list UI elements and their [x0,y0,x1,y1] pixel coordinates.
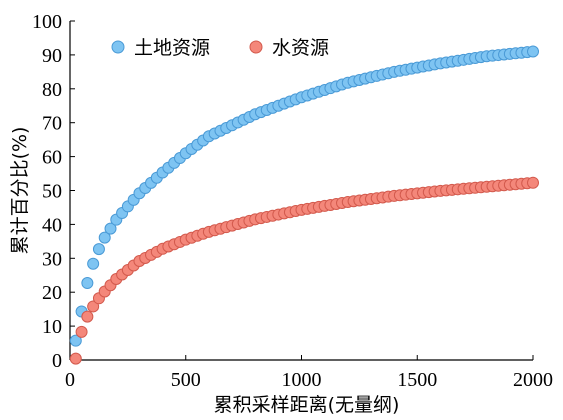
y-tick-label: 30 [42,248,62,270]
series-1 [69,176,539,365]
x-axis-label: 累积采样距离(无量纲) [214,394,400,416]
y-tick-label: 20 [42,282,62,304]
y-tick-label: 10 [42,316,62,338]
series-0 [69,45,539,347]
data-point [81,310,94,323]
y-tick-label: 0 [52,350,62,372]
data-point [81,277,94,290]
y-tick-label: 70 [42,113,62,135]
data-point [527,176,539,189]
y-tick-label: 50 [42,181,62,203]
y-axis-label: 累计百分比(%) [9,127,31,255]
x-tick-label: 0 [65,369,75,391]
data-point [87,257,100,270]
x-tick-label: 1000 [282,369,322,391]
legend: 土地资源 水资源 [111,37,329,59]
data-point [69,352,82,365]
legend-marker [111,40,125,54]
data-point [69,334,82,347]
marks [69,45,539,365]
legend-marker [249,40,263,54]
y-tick-label: 60 [42,147,62,169]
y-tick-label: 80 [42,79,62,101]
x-tick-label: 1500 [397,369,437,391]
legend-label: 土地资源 [134,37,210,59]
legend-label: 水资源 [272,37,329,59]
data-point [98,231,111,244]
data-point [92,243,105,256]
y-tick-label: 90 [42,45,62,67]
y-tick-label: 100 [32,11,62,33]
y-tick-label: 40 [42,214,62,236]
data-point [104,222,117,235]
data-point [75,325,88,338]
x-tick-label: 2000 [513,369,553,391]
x-tick-label: 500 [171,369,201,391]
data-point [527,45,539,58]
data-point [87,300,100,313]
